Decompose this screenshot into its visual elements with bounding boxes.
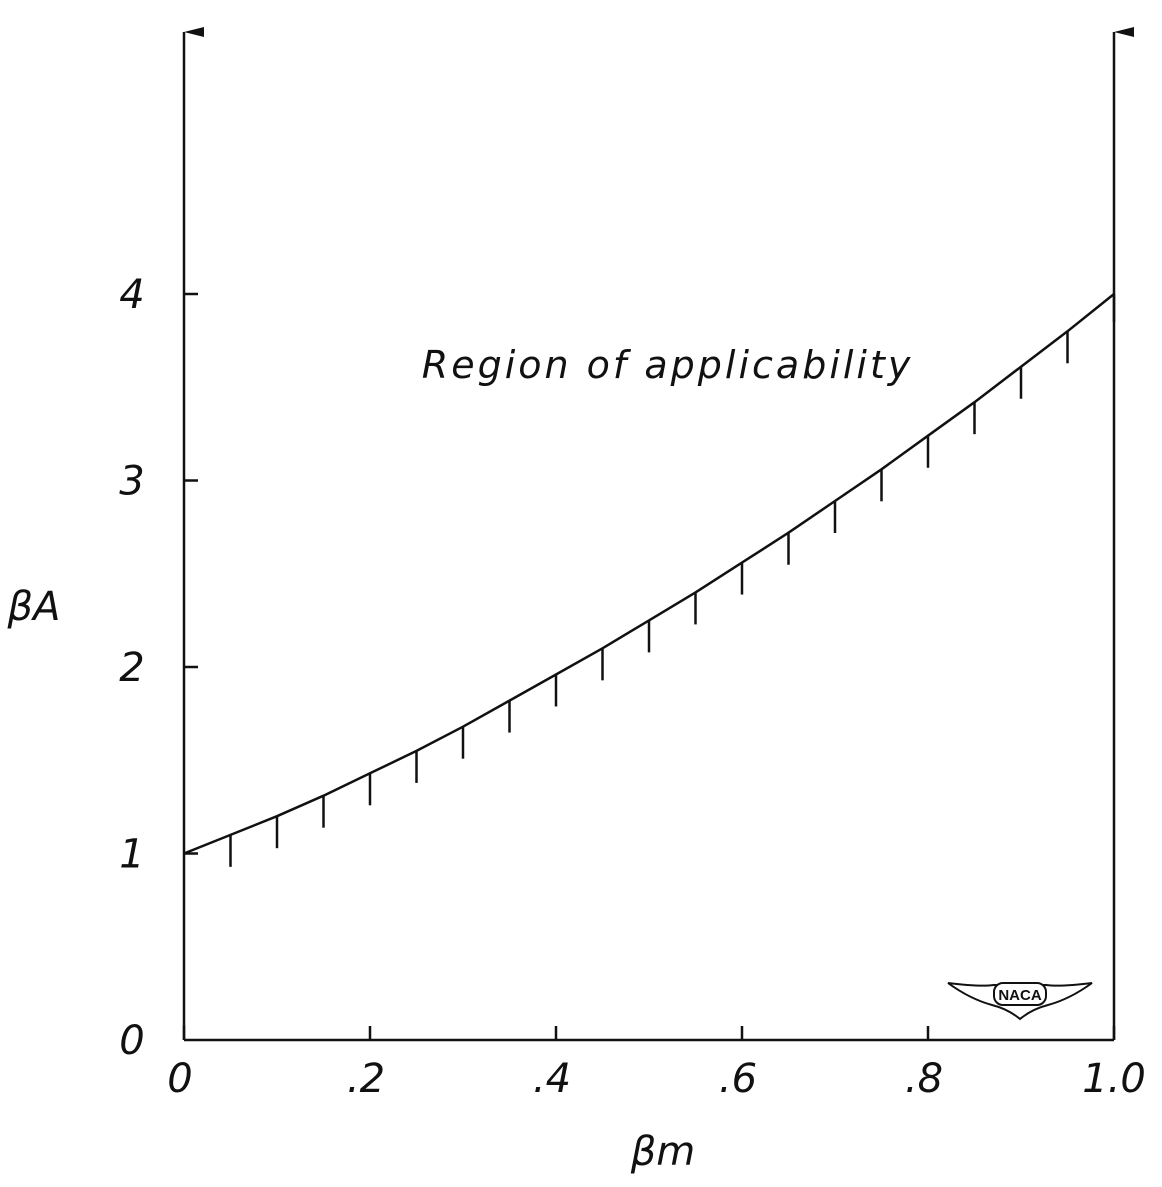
x-tick-label-0: 0 xyxy=(167,1056,192,1102)
x-axis-title: βm xyxy=(630,1129,696,1175)
x-tick-label-5: 1.0 xyxy=(1082,1056,1146,1102)
y-tick-label-1: 1 xyxy=(119,832,144,878)
y-tick-label-0: 0 xyxy=(119,1018,144,1064)
y-axis-title: βA xyxy=(7,584,61,630)
y-tick-label-2: 2 xyxy=(119,645,144,691)
naca-logo-text: NACA xyxy=(998,987,1041,1004)
x-tick-label-3: .6 xyxy=(719,1056,757,1102)
labels: 0 .2 .4 .6 .8 1.0 0 1 2 3 4 βm βA Region of applicabi… xyxy=(7,272,1146,1175)
y-tick-label-3: 3 xyxy=(119,459,144,505)
axes xyxy=(182,27,1134,1042)
x-tick-label-1: .2 xyxy=(347,1056,385,1102)
naca-logo: NACA xyxy=(947,982,1093,1021)
region-annotation: Region of applicability xyxy=(422,343,914,387)
x-tick-label-2: .4 xyxy=(533,1056,571,1102)
x-tick-label-4: .8 xyxy=(905,1056,943,1102)
y-tick-label-4: 4 xyxy=(119,272,144,318)
marks xyxy=(183,293,1115,867)
naca-badge-icon xyxy=(993,982,1047,1006)
